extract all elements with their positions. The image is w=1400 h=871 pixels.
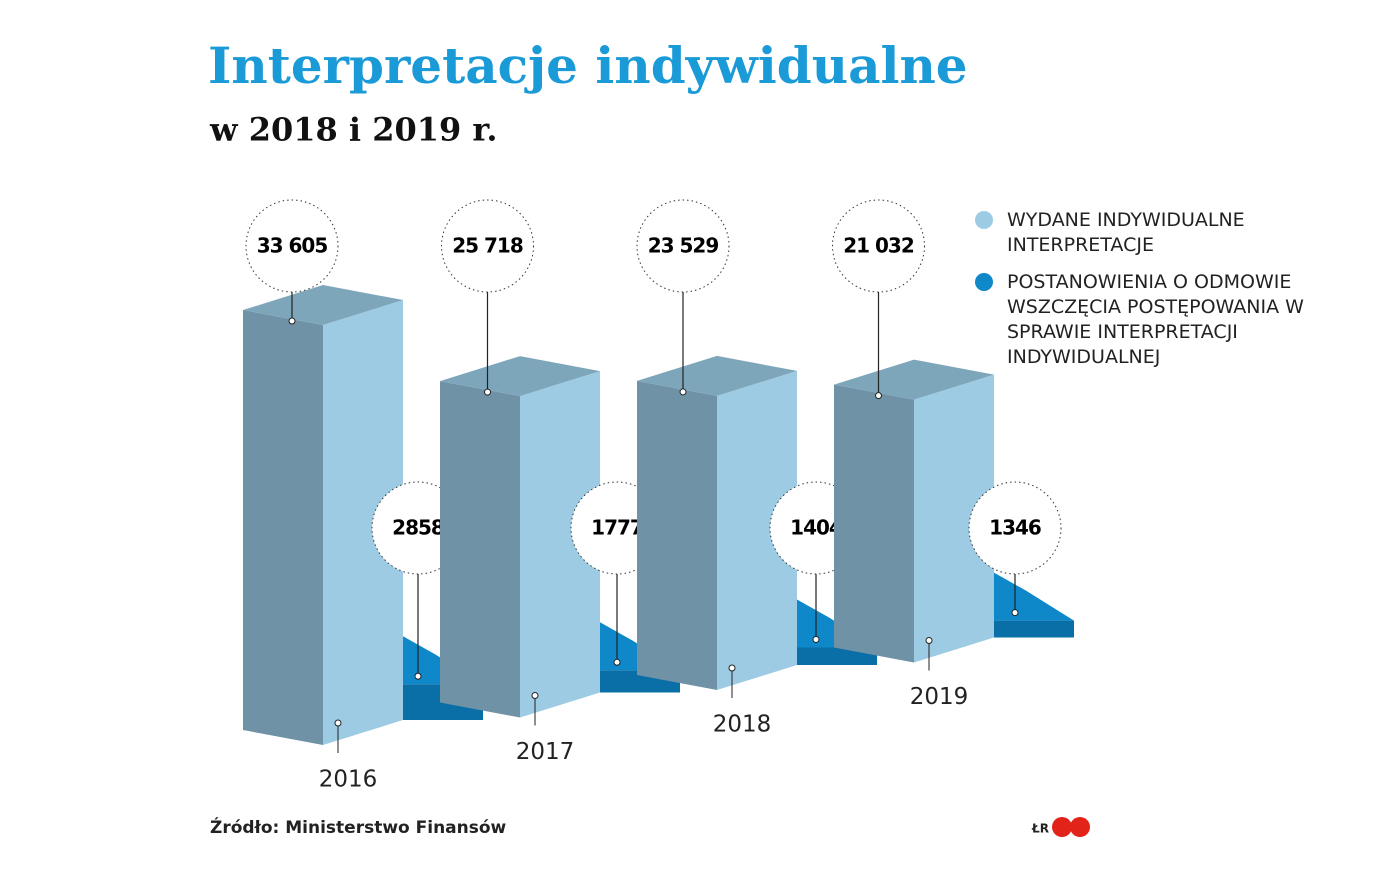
x-tick-label: 2016	[319, 767, 378, 793]
leader-dot	[484, 388, 491, 396]
chart-subtitle: w 2018 i 2019 r.	[209, 111, 497, 149]
source: Źródło: Ministerstwo Finansów	[210, 816, 507, 838]
chart-title: Interpretacje indywidualne	[208, 36, 968, 95]
leader-dot	[812, 635, 820, 643]
bar-side	[440, 381, 520, 718]
callout	[968, 481, 1062, 575]
x-tick-label: 2019	[910, 684, 969, 710]
leader-dot	[925, 637, 933, 644]
leader-dot	[679, 388, 687, 396]
value-label: 1346	[989, 516, 1041, 540]
bar	[797, 647, 877, 665]
logo	[1052, 817, 1090, 837]
legend-label: POSTANOWIENIA O ODMOWIE WSZCZĘCIA POSTĘP…	[1007, 271, 1304, 368]
bar-top	[834, 359, 994, 400]
leader-dot	[334, 719, 342, 727]
legend-label: WYDANE INDYWIDUALNE INTERPRETACJE	[1007, 209, 1245, 256]
leader-dot	[613, 658, 621, 666]
credit: ŁR	[1031, 822, 1049, 836]
bar	[520, 371, 600, 718]
callout	[245, 199, 339, 293]
x-tick-label: 2017	[516, 739, 575, 765]
bar	[323, 300, 403, 745]
bar-side	[637, 380, 717, 690]
value-label: 21 032	[843, 234, 914, 258]
value-label: 23 529	[648, 234, 719, 258]
bar	[717, 370, 797, 690]
leader-dot	[1011, 609, 1019, 617]
x-tick-label: 2018	[713, 712, 772, 738]
callout	[441, 199, 534, 293]
callout	[636, 199, 730, 293]
callout	[832, 199, 925, 293]
leader-dot	[728, 664, 736, 672]
leader-dot	[531, 692, 539, 699]
bar-top	[637, 355, 797, 396]
bar	[994, 620, 1074, 638]
bar-top	[994, 572, 1074, 621]
bar-top	[243, 285, 403, 325]
value-label: 33 605	[257, 234, 328, 258]
leader-dot	[288, 317, 296, 325]
legend-item: WYDANE INDYWIDUALNE INTERPRETACJE	[975, 208, 1327, 258]
leader-dot	[875, 392, 882, 400]
legend-item: POSTANOWIENIA O ODMOWIE WSZCZĘCIA POSTĘP…	[975, 270, 1327, 370]
value-label: 2858	[392, 516, 444, 540]
bar-top	[440, 356, 600, 397]
value-label: 25 718	[452, 234, 523, 258]
bar	[914, 374, 994, 663]
bar-side	[834, 384, 914, 663]
bar-side	[243, 310, 323, 745]
leader-dot	[414, 672, 422, 680]
value-label: 1777	[591, 516, 643, 540]
